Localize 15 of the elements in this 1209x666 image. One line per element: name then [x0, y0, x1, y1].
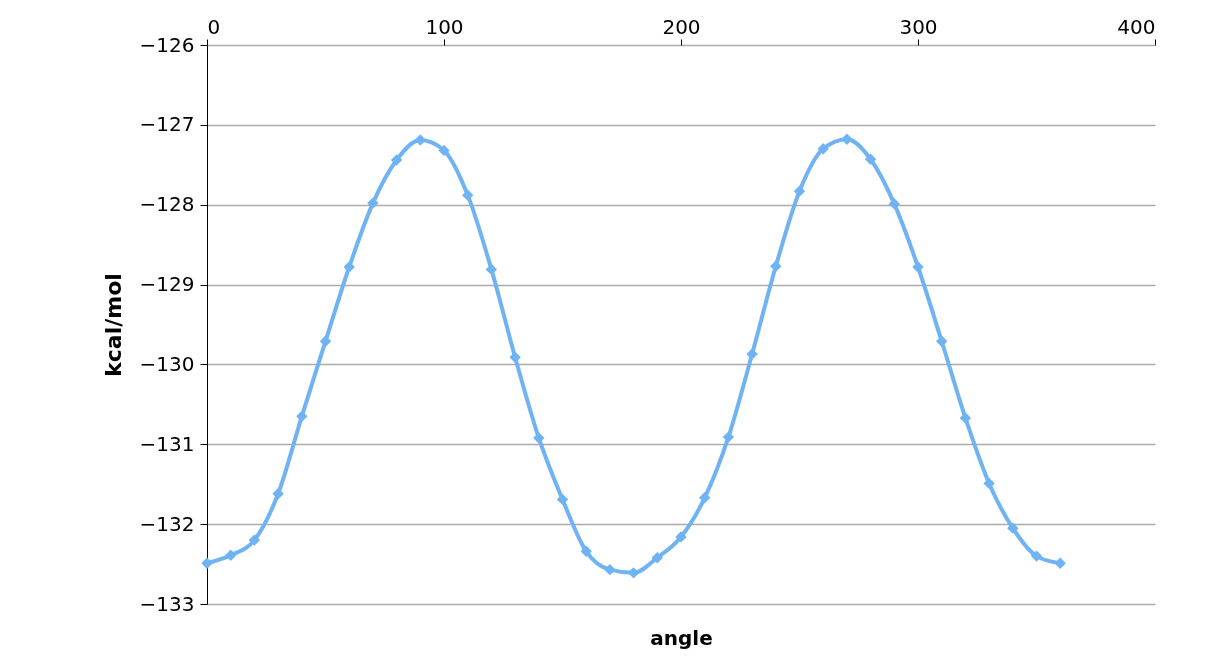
x-tick-label: 0 — [207, 14, 221, 39]
y-tick-label: −129 — [139, 272, 195, 297]
y-tick-label: −131 — [139, 431, 195, 456]
x-axis-title: angle — [650, 625, 713, 650]
x-tick-label: 200 — [662, 14, 701, 39]
y-tick-label: −130 — [139, 351, 195, 376]
y-tick-label: −128 — [139, 192, 195, 217]
x-tick-label: 400 — [1117, 14, 1156, 39]
x-tick-label: 300 — [899, 14, 938, 39]
x-tick-label: 100 — [425, 14, 464, 39]
y-tick-label: −127 — [139, 112, 195, 137]
y-tick-label: −132 — [139, 511, 195, 536]
y-tick-label: −126 — [139, 32, 195, 57]
y-tick-label: −133 — [139, 591, 195, 616]
y-axis-title: kcal/mol — [100, 273, 126, 377]
